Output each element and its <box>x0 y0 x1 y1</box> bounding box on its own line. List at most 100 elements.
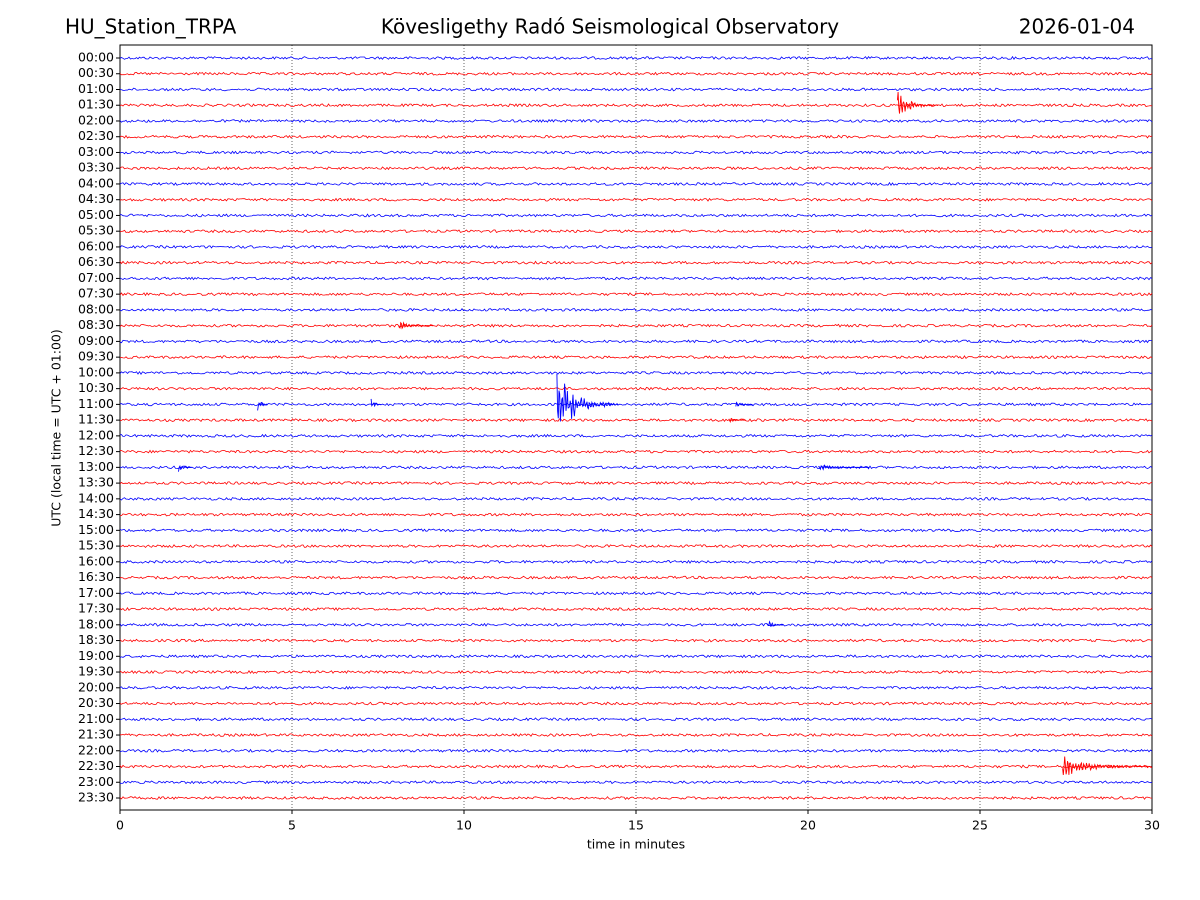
trace <box>119 339 1153 344</box>
trace <box>119 386 1153 391</box>
trace <box>119 638 1153 643</box>
y-tick-label: 10:00 <box>78 364 114 379</box>
chart-date: 2026-01-04 <box>1019 15 1135 39</box>
trace <box>119 796 1153 801</box>
trace <box>119 544 1153 549</box>
trace <box>119 701 1153 706</box>
y-tick-label: 00:30 <box>78 65 114 80</box>
x-tick-label: 20 <box>800 818 816 833</box>
y-tick-label: 02:00 <box>78 112 114 127</box>
x-axis-label: time in minutes <box>587 837 685 852</box>
trace <box>119 87 1153 92</box>
trace <box>119 260 1153 265</box>
y-tick-label: 04:00 <box>78 175 114 190</box>
y-tick-label: 08:30 <box>78 317 114 332</box>
y-tick-label: 03:00 <box>78 144 114 159</box>
trace <box>119 323 1153 328</box>
y-tick-label: 14:00 <box>78 490 114 505</box>
y-tick-label: 04:30 <box>78 191 114 206</box>
y-tick-label: 13:30 <box>78 475 114 490</box>
y-tick-label: 03:30 <box>78 160 114 175</box>
event <box>728 417 746 424</box>
trace <box>119 181 1153 186</box>
trace <box>119 591 1153 596</box>
y-tick-label: 20:00 <box>78 679 114 694</box>
y-tick-label: 01:30 <box>78 97 114 112</box>
trace <box>119 119 1153 123</box>
y-tick-label: 11:00 <box>78 396 114 411</box>
trace <box>119 197 1153 202</box>
event <box>766 620 784 627</box>
y-tick-label: 23:30 <box>78 790 114 805</box>
y-tick-label: 00:00 <box>78 50 114 65</box>
event <box>896 91 939 114</box>
trace <box>119 512 1152 517</box>
x-tick-label: 30 <box>1144 818 1160 833</box>
event <box>370 398 381 408</box>
y-tick-label: 02:30 <box>78 128 114 143</box>
trace <box>119 134 1153 139</box>
chart-title: Kövesligethy Radó Seismological Observat… <box>381 15 839 39</box>
trace <box>119 481 1153 486</box>
y-tick-label: 19:00 <box>78 648 114 663</box>
trace <box>119 654 1153 659</box>
event <box>178 465 192 472</box>
event <box>556 373 619 422</box>
trace <box>119 276 1153 281</box>
y-tick-label: 12:00 <box>78 427 114 442</box>
trace <box>120 733 1153 737</box>
y-tick-label: 21:30 <box>78 727 114 742</box>
y-tick-label: 08:00 <box>78 301 114 316</box>
y-tick-label: 22:00 <box>78 742 114 757</box>
trace <box>119 496 1153 501</box>
y-tick-label: 06:00 <box>78 238 114 253</box>
trace <box>119 465 1153 470</box>
station-name: HU_Station_TRPA <box>65 15 237 39</box>
trace <box>119 780 1153 785</box>
y-tick-label: 19:30 <box>78 664 114 679</box>
trace <box>119 244 1153 249</box>
trace <box>119 418 1153 423</box>
trace <box>119 292 1153 297</box>
y-tick-label: 16:30 <box>78 569 114 584</box>
x-tick-label: 15 <box>628 818 644 833</box>
x-tick-label: 25 <box>972 818 988 833</box>
event <box>735 401 753 407</box>
trace <box>119 150 1153 155</box>
y-tick-label: 18:00 <box>78 616 114 631</box>
y-tick-label: 20:30 <box>78 695 114 710</box>
y-tick-label: 01:00 <box>78 81 114 96</box>
y-tick-label: 13:00 <box>78 459 114 474</box>
trace <box>119 229 1153 234</box>
trace <box>119 433 1153 438</box>
y-tick-label: 09:00 <box>78 333 114 348</box>
trace <box>119 308 1153 312</box>
event <box>257 401 268 411</box>
trace <box>119 764 1153 769</box>
y-tick-label: 21:00 <box>78 711 114 726</box>
y-tick-label: 23:00 <box>78 774 114 789</box>
y-tick-label: 14:30 <box>78 506 114 521</box>
y-tick-label: 17:30 <box>78 601 114 616</box>
trace <box>119 559 1153 564</box>
x-tick-label: 5 <box>288 818 296 833</box>
x-tick-label: 0 <box>116 818 124 833</box>
event <box>1062 756 1152 775</box>
y-tick-label: 18:30 <box>78 632 114 647</box>
trace <box>119 717 1153 722</box>
y-tick-label: 05:00 <box>78 207 114 222</box>
y-tick-label: 05:30 <box>78 223 114 238</box>
y-tick-label: 09:30 <box>78 349 114 364</box>
trace <box>119 670 1153 674</box>
trace <box>119 622 1153 627</box>
y-tick-label: 07:30 <box>78 286 114 301</box>
trace <box>120 213 1153 218</box>
event <box>398 321 433 330</box>
y-tick-label: 22:30 <box>78 758 114 773</box>
trace <box>119 449 1153 454</box>
trace <box>119 748 1153 753</box>
trace <box>119 370 1153 375</box>
trace <box>119 528 1153 533</box>
trace <box>119 103 1153 108</box>
